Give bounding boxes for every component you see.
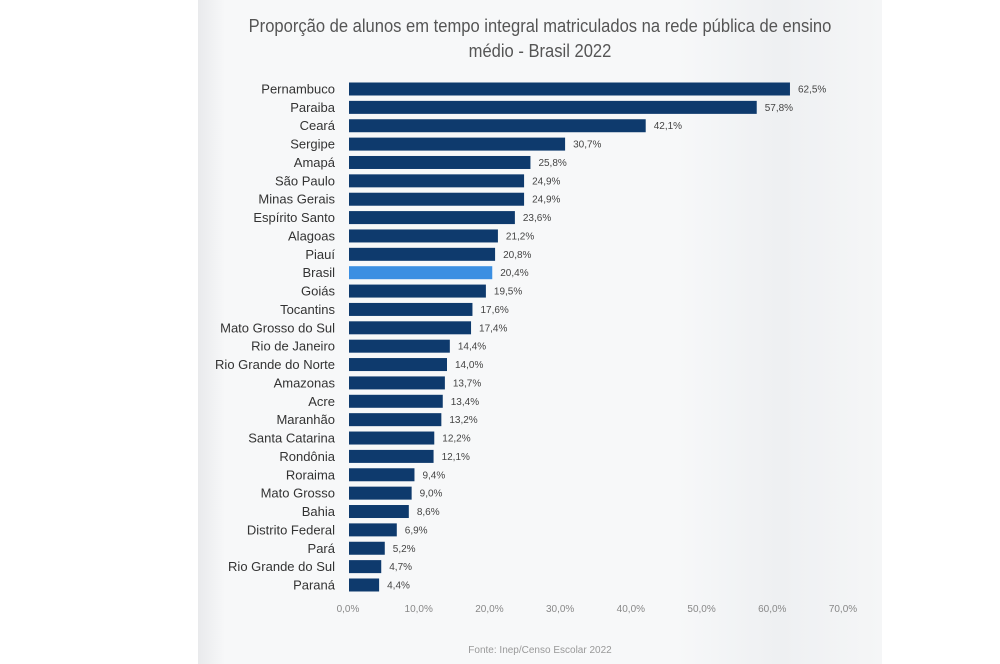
bar — [349, 505, 409, 519]
bar — [349, 192, 525, 206]
category-label: Tocantins — [280, 302, 335, 317]
data-label: 9,0% — [420, 489, 443, 500]
data-label: 30,7% — [573, 140, 601, 151]
chart-title: Proporção de alunos em tempo integral ma… — [248, 16, 832, 61]
category-label: Roraima — [286, 467, 336, 482]
bar — [349, 284, 486, 298]
category-label: Rio Grande do Norte — [215, 357, 335, 372]
data-label: 4,7% — [389, 562, 412, 573]
category-label: Rio Grande do Sul — [228, 559, 335, 574]
category-label: Espírito Santo — [253, 210, 335, 225]
bar — [349, 376, 445, 390]
bar — [349, 358, 447, 372]
x-tick-label: 70,0% — [829, 604, 857, 615]
category-label: Santa Catarina — [248, 431, 335, 446]
bar — [349, 100, 757, 114]
bar — [349, 247, 496, 261]
data-label: 12,1% — [442, 452, 470, 463]
category-label: Rio de Janeiro — [251, 339, 335, 354]
bar — [349, 211, 515, 225]
category-label: Goiás — [301, 284, 335, 299]
bar — [349, 321, 472, 335]
data-label: 23,6% — [523, 213, 551, 224]
category-label: Maranhão — [276, 412, 335, 427]
category-label: Paraná — [293, 577, 336, 592]
bar — [349, 137, 566, 151]
category-label: Amazonas — [274, 375, 336, 390]
bar — [349, 155, 531, 169]
x-tick-label: 50,0% — [687, 604, 715, 615]
x-tick-label: 60,0% — [758, 604, 786, 615]
bar — [349, 541, 385, 555]
bar — [349, 449, 434, 463]
data-label: 9,4% — [422, 470, 445, 481]
x-tick-label: 30,0% — [546, 604, 574, 615]
category-label: Rondônia — [279, 449, 335, 464]
data-label: 5,2% — [393, 544, 416, 555]
x-tick-label: 40,0% — [617, 604, 645, 615]
category-label: Acre — [308, 394, 335, 409]
category-label: Distrito Federal — [247, 522, 335, 537]
category-label: Sergipe — [290, 137, 335, 152]
data-label: 57,8% — [765, 103, 793, 114]
bar — [349, 578, 380, 592]
data-label: 17,4% — [479, 323, 507, 334]
data-label: 13,4% — [451, 397, 479, 408]
bar — [349, 266, 493, 280]
category-label: Brasil — [302, 265, 335, 280]
category-label: Mato Grosso do Sul — [220, 320, 335, 335]
bar — [349, 560, 382, 574]
category-label: Paraiba — [290, 100, 336, 115]
bar — [349, 486, 412, 500]
category-label: Mato Grosso — [261, 486, 335, 501]
data-label: 20,4% — [500, 268, 528, 279]
data-label: 62,5% — [798, 85, 826, 96]
bar — [349, 413, 442, 427]
category-label: São Paulo — [275, 173, 335, 188]
category-label: Piauí — [305, 247, 335, 262]
x-tick-label: 10,0% — [405, 604, 433, 615]
data-label: 24,9% — [532, 195, 560, 206]
x-tick-label: 0,0% — [337, 604, 360, 615]
category-label: Pará — [308, 541, 336, 556]
data-label: 6,9% — [405, 525, 428, 536]
data-label: 14,4% — [458, 342, 486, 353]
category-label: Ceará — [300, 118, 336, 133]
data-label: 13,7% — [453, 378, 481, 389]
data-label: 13,2% — [449, 415, 477, 426]
data-label: 17,6% — [480, 305, 508, 316]
data-label: 21,2% — [506, 231, 534, 242]
chart-source: Fonte: Inep/Censo Escolar 2022 — [468, 645, 612, 656]
x-tick-label: 20,0% — [475, 604, 503, 615]
bar — [349, 394, 443, 408]
bar — [349, 174, 525, 188]
category-label: Alagoas — [288, 228, 335, 243]
bar — [349, 229, 498, 243]
bar — [349, 431, 435, 445]
bar — [349, 523, 397, 537]
category-label: Amapá — [294, 155, 336, 170]
data-label: 14,0% — [455, 360, 483, 371]
category-label: Bahia — [302, 504, 336, 519]
data-label: 4,4% — [387, 580, 410, 591]
bar — [349, 302, 473, 316]
data-label: 25,8% — [538, 158, 566, 169]
category-label: Minas Gerais — [258, 192, 335, 207]
bar — [349, 468, 415, 482]
data-label: 8,6% — [417, 507, 440, 518]
category-label: Pernambuco — [261, 82, 335, 97]
bar — [349, 82, 790, 96]
data-label: 42,1% — [654, 121, 682, 132]
bar — [349, 339, 450, 353]
data-label: 12,2% — [442, 434, 470, 445]
data-label: 20,8% — [503, 250, 531, 261]
bar — [349, 119, 646, 133]
data-label: 24,9% — [532, 176, 560, 187]
data-label: 19,5% — [494, 287, 522, 298]
